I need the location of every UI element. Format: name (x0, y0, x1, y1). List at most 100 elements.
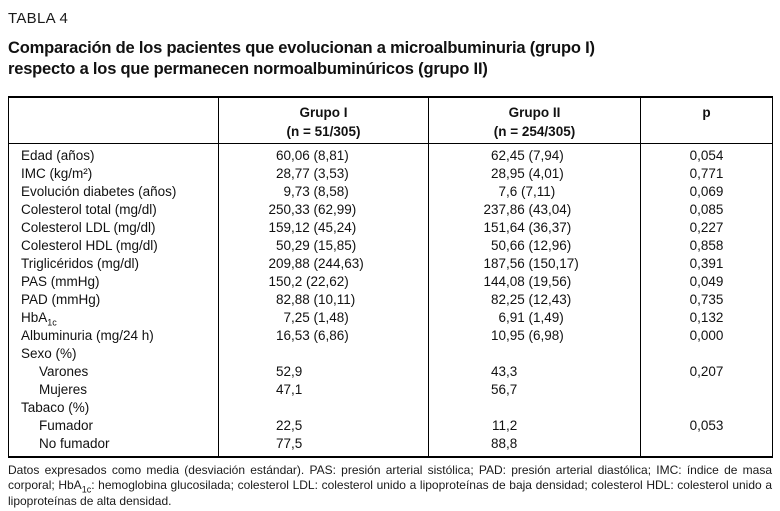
row-label: IMC (kg/m²) (21, 165, 93, 181)
group1-value: 50,29 (15,85) (218, 236, 429, 255)
group1-value: 16,53 (6,86) (218, 326, 429, 345)
group1-value: 209,88 (244,63) (218, 254, 429, 273)
table-title-line2: respecto a los que permanecen normoalbum… (8, 60, 488, 78)
group2-value: 144,08 (19,56) (428, 272, 641, 291)
header-row: Grupo I (n = 51/305) Grupo II (n = 254/3… (8, 97, 773, 144)
p-value (640, 434, 773, 457)
header-group1: Grupo I (n = 51/305) (218, 97, 429, 144)
comparison-table: Grupo I (n = 51/305) Grupo II (n = 254/3… (8, 96, 773, 458)
group1-value: 47,1 (218, 380, 429, 399)
table-row-section: Tabaco (%) (9, 398, 773, 417)
group1-value: 28,77 (3,53) (218, 164, 429, 183)
p-value: 0,132 (640, 308, 773, 327)
header-group2-label: Grupo II (508, 105, 561, 120)
table-row: Mujeres 47,1 56,7 (9, 380, 773, 399)
p-value (640, 344, 773, 363)
table-row-section: Sexo (%) (9, 344, 773, 363)
group2-value: 56,7 (428, 380, 641, 399)
group2-value: 62,45 (7,94) (428, 143, 641, 165)
group1-value: 159,12 (45,24) (218, 218, 429, 237)
table-title: Comparación de los pacientes que evoluci… (8, 38, 772, 80)
group2-value: 88,8 (428, 434, 641, 457)
header-group2: Grupo II (n = 254/305) (428, 97, 641, 144)
group2-value: 28,95 (4,01) (428, 164, 641, 183)
group1-value: 22,5 (218, 416, 429, 435)
group2-value: 82,25 (12,43) (428, 290, 641, 309)
p-value: 0,735 (640, 290, 773, 309)
p-value: 0,207 (640, 362, 773, 381)
group2-value: 11,2 (428, 416, 641, 435)
footnote-text-2: : hemoglobina glucosilada; colesterol LD… (8, 478, 772, 508)
p-value: 0,069 (640, 182, 773, 201)
header-group2-n: (n = 254/305) (493, 124, 576, 139)
p-value (640, 398, 773, 417)
p-value: 0,000 (640, 326, 773, 345)
table-row: Triglicéridos (mg/dl) 209,88 (244,63) 18… (9, 254, 773, 273)
group1-value: 77,5 (218, 434, 429, 457)
table-row: IMC (kg/m²) 28,77 (3,53) 28,95 (4,01) 0,… (9, 164, 773, 183)
group1-value: 7,25 (1,48) (218, 308, 429, 327)
table-row: Fumador 22,5 11,2 0,053 (9, 416, 773, 435)
p-value (640, 380, 773, 399)
group2-value: 10,95 (6,98) (428, 326, 641, 345)
group1-value: 82,88 (10,11) (218, 290, 429, 309)
header-group1-n: (n = 51/305) (286, 124, 361, 139)
table-row: PAS (mmHg) 150,2 (22,62) 144,08 (19,56) … (9, 272, 773, 291)
table-row: HbA1c 7,25 (1,48) 6,91 (1,49) 0,132 (9, 308, 773, 327)
group1-value (218, 344, 429, 363)
row-label: Colesterol LDL (mg/dl) (21, 219, 156, 235)
table-row: Varones 52,9 43,3 0,207 (9, 362, 773, 381)
section-label: Sexo (%) (21, 345, 77, 361)
group1-value: 150,2 (22,62) (218, 272, 429, 291)
footnote-hba1c-subscript: 1c (81, 484, 92, 495)
table-row: Colesterol total (mg/dl) 250,33 (62,99) … (9, 200, 773, 219)
hba1c-subscript: 1c (47, 317, 57, 327)
row-label: PAS (mmHg) (21, 273, 100, 289)
header-p: p (640, 97, 773, 144)
group2-value: 187,56 (150,17) (428, 254, 641, 273)
table-row: Colesterol LDL (mg/dl) 159,12 (45,24) 15… (9, 218, 773, 237)
group2-value (428, 398, 641, 417)
p-value: 0,227 (640, 218, 773, 237)
group2-value: 151,64 (36,37) (428, 218, 641, 237)
row-label: Colesterol total (mg/dl) (21, 201, 157, 217)
group2-value: 237,86 (43,04) (428, 200, 641, 219)
row-label: Evolución diabetes (años) (21, 183, 177, 199)
row-label: HbA1c (21, 309, 57, 327)
table-row: PAD (mmHg) 82,88 (10,11) 82,25 (12,43) 0… (9, 290, 773, 309)
group2-value: 43,3 (428, 362, 641, 381)
p-value: 0,858 (640, 236, 773, 255)
row-label: Fumador (39, 417, 94, 433)
row-label: Varones (39, 363, 89, 379)
p-value: 0,053 (640, 416, 773, 435)
table-row: Evolución diabetes (años) 9,73 (8,58) 7,… (9, 182, 773, 201)
header-p-label: p (702, 105, 711, 120)
row-label: Edad (años) (21, 147, 95, 163)
group2-value: 7,6 (7,11) (428, 182, 641, 201)
table-footnote: Datos expresados como media (desviación … (8, 463, 772, 510)
table-row: No fumador 77,5 88,8 (9, 434, 773, 457)
p-value: 0,085 (640, 200, 773, 219)
p-value: 0,771 (640, 164, 773, 183)
table-row: Edad (años) 60,06 (8,81) 62,45 (7,94) 0,… (9, 143, 773, 165)
group2-value: 6,91 (1,49) (428, 308, 641, 327)
group2-value: 50,66 (12,96) (428, 236, 641, 255)
group1-value: 250,33 (62,99) (218, 200, 429, 219)
table-kicker: TABLA 4 (8, 10, 69, 27)
table-title-line1: Comparación de los pacientes que evoluci… (8, 39, 595, 57)
group2-value (428, 344, 641, 363)
group1-value (218, 398, 429, 417)
row-label: Colesterol HDL (mg/dl) (21, 237, 158, 253)
header-group1-label: Grupo I (299, 105, 348, 120)
p-value: 0,054 (640, 143, 773, 165)
p-value: 0,049 (640, 272, 773, 291)
table-row: Albuminuria (mg/24 h) 16,53 (6,86) 10,95… (9, 326, 773, 345)
row-label: Mujeres (39, 381, 88, 397)
row-label: Albuminuria (mg/24 h) (21, 327, 154, 343)
row-label: PAD (mmHg) (21, 291, 101, 307)
header-empty (8, 97, 219, 144)
row-label: Triglicéridos (mg/dl) (21, 255, 140, 271)
row-label: No fumador (39, 435, 110, 451)
group1-value: 60,06 (8,81) (218, 143, 429, 165)
